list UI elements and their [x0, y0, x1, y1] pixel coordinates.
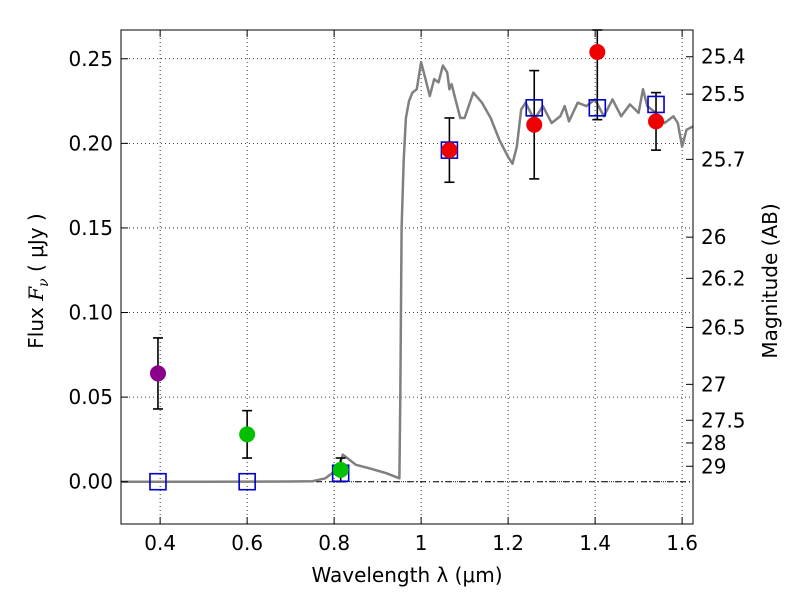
- x-tick-label: 0.8: [318, 531, 350, 555]
- y-tick-label: 0.10: [68, 301, 113, 325]
- observed-flux-point: [332, 461, 349, 478]
- x-axis-label: Wavelength λ (μm): [311, 563, 502, 587]
- observed-flux-point: [441, 142, 458, 159]
- y-axis-label-symbol: F: [24, 286, 48, 302]
- observed-flux-point: [648, 113, 665, 130]
- model-band-markers: [149, 95, 665, 491]
- y-tick-label: 0.00: [68, 470, 113, 494]
- mag-tick-label: 29: [701, 454, 726, 478]
- y-tick-label: 0.15: [68, 216, 113, 240]
- x-tick-label: 0.6: [231, 531, 263, 555]
- x-tick-label: 0.4: [144, 531, 176, 555]
- grid-lines: [121, 30, 693, 524]
- model-band-square: [149, 472, 167, 491]
- observed-flux-point: [589, 43, 606, 60]
- x-tick-label: 1.4: [579, 531, 611, 555]
- mag-tick-label: 25.4: [701, 45, 746, 69]
- mag-tick-label: 25.5: [701, 82, 746, 106]
- mag-tick-label: 28: [701, 431, 726, 455]
- model-band-square: [525, 99, 544, 117]
- mag-tick-label: 26.2: [701, 266, 746, 290]
- mag-tick-label: 26.5: [701, 315, 746, 339]
- y-axis-label: Flux Fν ( μJy ): [24, 213, 52, 348]
- model-band-square: [647, 95, 665, 114]
- y-tick-label: 0.25: [68, 47, 113, 71]
- observed-flux-markers: [149, 43, 665, 478]
- y-axis-label-prefix: Flux: [24, 301, 48, 349]
- model-spectrum-line: [121, 60, 694, 483]
- axis-ticks: 0.4 0.6 0.8 1 1.2 1.4 1.6 0.00 0.05 0.10 0.15 0.20 0…: [68, 30, 746, 555]
- x-tick-label: 1.6: [666, 531, 698, 555]
- right-axis-label: Magnitude (AB): [758, 203, 782, 358]
- x-tick-label: 1: [415, 531, 428, 555]
- mag-tick-label: 27: [701, 372, 726, 396]
- y-tick-label: 0.20: [68, 131, 113, 155]
- model-band-square: [238, 472, 256, 491]
- y-axis-label-subscript: ν: [36, 278, 52, 287]
- y-tick-label: 0.05: [68, 385, 113, 409]
- mag-tick-label: 26: [701, 225, 726, 249]
- mag-tick-label: 25.7: [701, 147, 746, 171]
- plot-frame: [120, 29, 694, 525]
- mag-tick-label: 27.5: [701, 408, 746, 432]
- y-axis-label-suffix: ( μJy ): [24, 213, 48, 278]
- observed-flux-point: [526, 116, 543, 133]
- observed-flux-point: [149, 365, 166, 382]
- observed-flux-point: [239, 426, 256, 443]
- model-band-square: [588, 99, 607, 117]
- x-tick-label: 1.2: [492, 531, 524, 555]
- error-bars: [152, 29, 662, 483]
